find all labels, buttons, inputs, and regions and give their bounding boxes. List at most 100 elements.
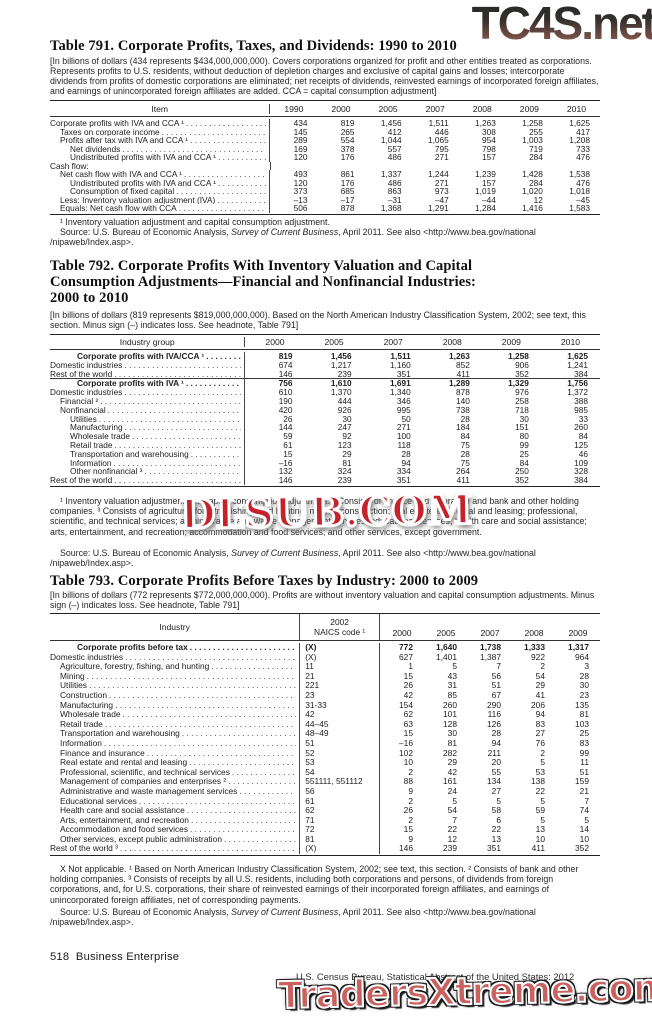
table-792-title: Table 792. Corporate Profits With Invent… (50, 258, 610, 306)
row-label-cell: Professional, scientific, and technical … (50, 768, 299, 778)
table-header-row: Item 1990 2000 2005 2007 2008 2009 2010 (50, 101, 600, 117)
cell-value: 271 (434, 152, 449, 162)
value-cells: 1 5 7 2 3 (379, 662, 600, 672)
cell-value: 1,738 (480, 642, 501, 652)
row-label: Utilities (60, 681, 87, 691)
column-header-label: Industry (159, 622, 190, 632)
cell-value: 55 (491, 766, 501, 777)
cell-value: 819 (278, 351, 293, 361)
row-label: Real estate and rental and leasing (60, 758, 188, 768)
cell-value: 1,625 (567, 351, 588, 361)
cell-value: 685 (340, 186, 355, 196)
title-line: Table 792. Corporate Profits With Invent… (50, 258, 473, 274)
cell-value: 239 (443, 843, 457, 854)
value-cells: –13 –17 –31 –47 –44 12 –45 (269, 194, 600, 205)
column-header-item: Industry (50, 614, 299, 640)
column-header-year: 2005 (378, 103, 398, 114)
cell-value: –44 (481, 194, 496, 205)
cell-value: 42 (447, 766, 457, 777)
row-label-cell: Cash flow: (50, 162, 270, 171)
cell-value: 2 (408, 814, 413, 825)
table-row: Transportation and warehousing 48–49 15 30 2… (50, 729, 600, 739)
cell-value: –47 (434, 194, 449, 205)
value-cells: 373 685 863 973 1,019 1,020 1,018 (269, 187, 600, 196)
row-label: Rest of the world (50, 476, 113, 485)
table-row: Taxes on corporate income 145 265 412 446 308… (50, 127, 600, 136)
row-label-cell: Construction (50, 691, 299, 701)
cell-value: 146 (278, 368, 293, 379)
cell-value: 324 (337, 466, 352, 477)
cell-value: 29 (342, 448, 352, 459)
cell-value: 819 (340, 118, 355, 128)
leader-dots (186, 379, 242, 388)
row-label: Construction (60, 690, 108, 700)
row-label: Undistributed profits with IVA and CCA ¹ (70, 178, 217, 187)
cell-value: 83 (579, 737, 589, 748)
value-cells: 145 265 412 446 308 255 417 (269, 127, 600, 136)
cell-value: 476 (576, 177, 590, 188)
table-791: Item 1990 2000 2005 2007 2008 2009 2010 Corporat… (50, 100, 600, 215)
cell-value: 132 (278, 466, 293, 477)
leader-dots (125, 653, 296, 663)
column-header-label: Industry group (119, 337, 175, 347)
row-label: Undistributed profits with IVA and CCA ¹ (70, 153, 217, 162)
source-italic: Survey of Current Business (231, 548, 339, 558)
cell-value: 157 (481, 177, 496, 188)
cell-value: 99 (579, 747, 589, 758)
value-cells (270, 161, 271, 170)
cell-value: 1,387 (480, 651, 501, 662)
column-header-year: 2008 (524, 628, 544, 638)
cell-value: 289 (293, 135, 308, 145)
row-label-cell: Wholesale trade (50, 432, 244, 441)
naics-code-cell: (X) (299, 643, 379, 653)
cell-value: 863 (387, 186, 402, 196)
source-text: Source: U.S. Bureau of Economic Analysis… (60, 907, 232, 917)
cell-value: 43 (447, 670, 457, 681)
source-text: , April 2011. See also <http://www.bea.g… (338, 227, 536, 237)
value-cells: 26 31 51 29 30 (379, 681, 600, 691)
row-label: Retail trade (70, 440, 113, 450)
cell-value: 284 (529, 152, 543, 162)
cell-value: 126 (487, 718, 501, 729)
leader-dots (100, 397, 241, 406)
leader-dots (125, 423, 242, 432)
cell-value: 1,291 (427, 203, 449, 213)
row-label: Corporate profits with IVA/CCA ¹ (77, 352, 205, 361)
cell-value: 378 (340, 143, 355, 154)
cell-value: 29 (447, 757, 457, 768)
source-text: Source: U.S. Bureau of Economic Analysis… (60, 227, 232, 237)
cell-value: 878 (340, 203, 355, 213)
table-body: Corporate profits before tax(X)7721,6401… (50, 641, 600, 855)
table-row: Transportation and warehousing 15 29 28 28 25… (50, 448, 600, 459)
cell-value: 10 (535, 833, 545, 844)
cell-value: 351 (396, 475, 411, 486)
cell-value: 5 (496, 795, 501, 806)
cell-value: 88 (403, 776, 413, 787)
value-cells: 59 92 100 84 80 84 (244, 432, 600, 441)
row-label: Domestic industries (50, 388, 123, 397)
cell-value: 1,583 (569, 203, 590, 213)
row-label: Consumption of fixed capital (70, 187, 175, 196)
cell-value: 334 (396, 466, 411, 477)
source-text: , April 2011. See also <http://www.bea.g… (338, 907, 536, 917)
naics-code-cell: 52 (299, 748, 379, 759)
cell-value: 63 (403, 718, 413, 729)
value-cells: 154 260 290 206 135 (379, 700, 600, 711)
table-row: Utilities 221 26 31 51 29 30 (50, 681, 600, 691)
cell-value: 144 (278, 422, 293, 433)
table-row: Management of companies and enterprises … (50, 777, 600, 787)
cell-value: 271 (396, 422, 411, 433)
naics-code-cell: 42 (299, 710, 379, 720)
leader-dots (122, 145, 266, 154)
cell-value: 7 (496, 661, 501, 672)
row-label-cell: Utilities (50, 415, 244, 424)
cell-value: –17 (340, 194, 355, 205)
cell-value: 27 (535, 728, 545, 739)
watermark-dlsub: DLSUB.COM (178, 484, 474, 540)
cell-value: 922 (531, 651, 545, 662)
row-label-cell: Rest of the world (50, 476, 244, 485)
cell-value: 51 (491, 680, 501, 691)
cell-value: 176 (340, 177, 355, 188)
cell-value: 1,333 (524, 642, 545, 652)
row-label-cell: Undistributed profits with IVA and CCA ¹ (50, 179, 269, 188)
